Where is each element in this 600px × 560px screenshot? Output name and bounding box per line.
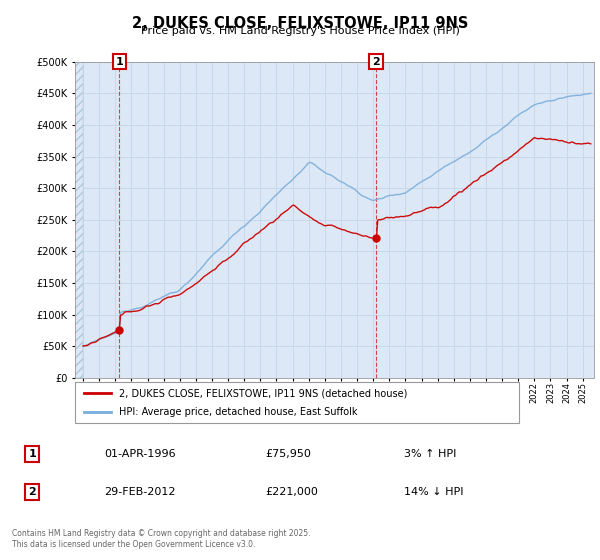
Text: 01-APR-1996: 01-APR-1996 xyxy=(104,449,176,459)
Text: 2: 2 xyxy=(372,57,380,67)
Text: HPI: Average price, detached house, East Suffolk: HPI: Average price, detached house, East… xyxy=(119,407,358,417)
Text: £221,000: £221,000 xyxy=(265,487,319,497)
Text: Contains HM Land Registry data © Crown copyright and database right 2025.
This d: Contains HM Land Registry data © Crown c… xyxy=(12,529,311,549)
Text: 3% ↑ HPI: 3% ↑ HPI xyxy=(404,449,456,459)
Text: 2, DUKES CLOSE, FELIXSTOWE, IP11 9NS: 2, DUKES CLOSE, FELIXSTOWE, IP11 9NS xyxy=(132,16,468,31)
Text: 1: 1 xyxy=(28,449,36,459)
Text: £75,950: £75,950 xyxy=(265,449,311,459)
Text: 29-FEB-2012: 29-FEB-2012 xyxy=(104,487,176,497)
Text: 2, DUKES CLOSE, FELIXSTOWE, IP11 9NS (detached house): 2, DUKES CLOSE, FELIXSTOWE, IP11 9NS (de… xyxy=(119,389,408,398)
Text: 14% ↓ HPI: 14% ↓ HPI xyxy=(404,487,463,497)
Text: 2: 2 xyxy=(28,487,36,497)
FancyBboxPatch shape xyxy=(75,382,519,423)
Text: Price paid vs. HM Land Registry's House Price Index (HPI): Price paid vs. HM Land Registry's House … xyxy=(140,26,460,36)
Text: 1: 1 xyxy=(115,57,123,67)
